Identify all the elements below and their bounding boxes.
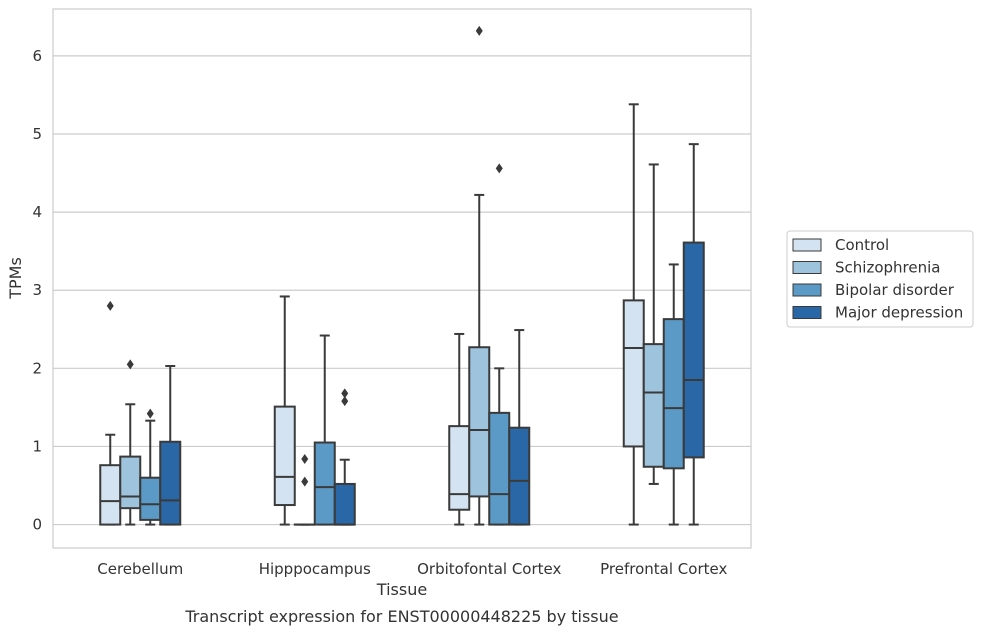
box-iqr [159,440,182,526]
legend-label: Control [835,236,889,254]
box-iqr [662,318,685,470]
outlier-point [301,453,309,464]
legend-swatch [792,261,822,274]
y-tick-label: 2 [32,359,42,377]
box-layer [99,25,705,526]
legend-frame [786,230,974,328]
y-tick-label: 5 [32,125,42,143]
y-tick-label: 0 [32,516,42,534]
box-group [468,25,491,526]
box-iqr [468,346,491,498]
box-group [622,103,645,526]
box-group [508,329,531,526]
x-axis-label: Tissue [376,580,427,599]
box-group [333,388,356,526]
outlier-point [495,163,503,174]
plot-frame [52,8,752,549]
outlier-point [106,300,114,311]
y-tick-labels: 0 1 2 3 4 5 6 [32,47,42,534]
y-tick-label: 4 [32,203,42,221]
box-iqr [119,455,142,510]
box-group [448,332,471,526]
box-group [293,453,316,526]
x-tick-labels: Cerebellum Hipppocampus Orbitofontal Corte… [97,560,727,578]
y-tick-label: 1 [32,437,42,455]
box-group [139,408,162,526]
legend-swatch [792,283,822,297]
box-group [159,364,182,526]
legend-swatch [792,238,822,252]
box-iqr [273,405,296,507]
legend-swatch [792,306,822,319]
box-iqr [99,464,122,526]
legend: Control Schizophrenia Bipolar disorder Majo… [786,230,974,328]
box-iqr [333,482,356,526]
outlier-point [126,359,134,370]
outlier-point [475,25,483,36]
box-iqr [139,476,162,521]
y-tick-label: 3 [32,281,42,299]
y-tick-label: 6 [32,47,42,65]
box-group [488,163,511,526]
box-group [313,334,336,526]
box-group [119,359,142,526]
box-group [99,300,122,526]
x-tick-label: Orbitofontal Cortex [417,560,561,578]
box-group [662,263,685,526]
box-iqr [448,425,471,511]
box-iqr [508,426,531,526]
legend-label: Schizophrenia [835,259,940,277]
x-tick-label: Cerebellum [97,560,183,578]
legend-label: Major depression [835,304,963,322]
outlier-point [146,408,154,419]
box-group [273,295,296,526]
box-iqr [488,411,511,526]
x-tick-label: Prefrontal Cortex [600,560,727,578]
x-tick-label: Hipppocampus [259,560,371,578]
legend-label: Bipolar disorder [835,281,955,299]
box-iqr [642,343,665,468]
box-group [642,163,665,485]
figure-caption: Transcript expression for ENST0000044822… [184,607,618,626]
box-group [682,143,705,526]
outlier-point [301,476,309,487]
box-iqr [622,299,645,448]
outlier-point [341,388,349,399]
box-iqr [313,441,336,526]
box-iqr [682,241,705,459]
y-axis-label: TPMs [6,257,25,300]
outlier-point [341,396,349,407]
